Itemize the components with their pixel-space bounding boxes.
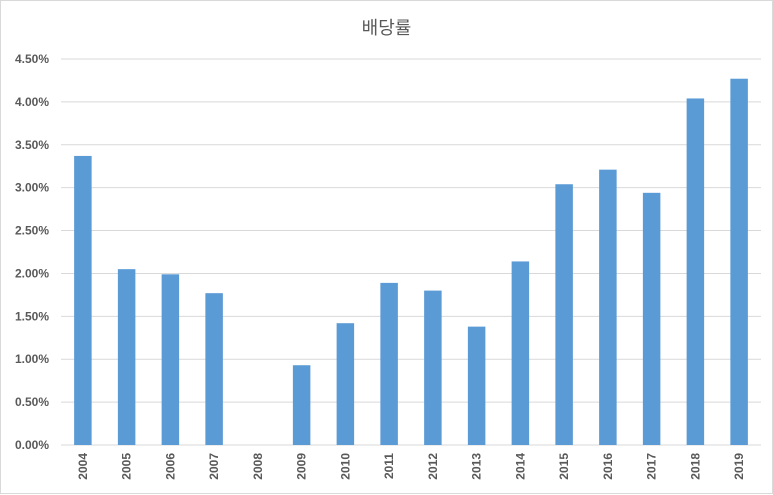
x-tick-label: 2015 bbox=[557, 453, 571, 480]
x-tick-label: 2005 bbox=[120, 453, 134, 480]
x-tick-label: 2006 bbox=[163, 453, 177, 480]
bar-2010 bbox=[336, 323, 355, 445]
x-tick-label: 2013 bbox=[470, 453, 484, 480]
x-tick-label: 2014 bbox=[513, 453, 527, 480]
y-axis-labels: 0.00% 0.50% 1.00% 1.50% 2.00% 2.50% 3.00% 3.50%… bbox=[15, 52, 49, 452]
x-tick-label: 2007 bbox=[207, 453, 221, 480]
y-tick-label: 0.00% bbox=[15, 438, 49, 452]
bar-2005 bbox=[117, 269, 136, 445]
x-tick-label: 2019 bbox=[732, 453, 746, 480]
bar-2018 bbox=[686, 98, 705, 446]
bar-2013 bbox=[467, 326, 486, 445]
bar-2006 bbox=[161, 274, 180, 445]
y-tick-label: 1.00% bbox=[15, 352, 49, 366]
x-tick-label: 2004 bbox=[76, 453, 90, 480]
y-tick-label: 3.00% bbox=[15, 181, 49, 195]
bar-2012 bbox=[424, 290, 442, 445]
y-tick-label: 4.00% bbox=[15, 95, 49, 109]
x-tick-label: 2012 bbox=[426, 453, 440, 480]
x-tick-label: 2011 bbox=[382, 453, 396, 479]
x-tick-label: 2009 bbox=[295, 453, 309, 480]
bar-2017 bbox=[642, 192, 661, 445]
y-tick-label: 3.50% bbox=[15, 138, 49, 152]
y-tick-label: 1.50% bbox=[15, 309, 49, 323]
x-axis-labels: 2004 2005 2006 2007 2008 2009 2010 2011 2012 2013… bbox=[76, 453, 746, 480]
x-tick-label: 2016 bbox=[601, 453, 615, 480]
bar-2016 bbox=[599, 169, 617, 446]
bar-2015 bbox=[555, 184, 573, 446]
x-tick-label: 2018 bbox=[688, 453, 702, 480]
bar-2011 bbox=[380, 282, 398, 445]
x-tick-label: 2010 bbox=[338, 453, 352, 480]
bar-2009 bbox=[292, 365, 311, 445]
x-tick-label: 2017 bbox=[645, 453, 659, 480]
bars bbox=[74, 78, 748, 446]
bar-2007 bbox=[205, 293, 223, 445]
y-tick-label: 2.50% bbox=[15, 224, 49, 238]
y-tick-label: 2.00% bbox=[15, 266, 49, 280]
y-tick-label: 4.50% bbox=[15, 52, 49, 66]
x-tick-label: 2008 bbox=[251, 453, 265, 480]
chart-title: 배당률 bbox=[361, 18, 412, 39]
y-tick-label: 0.50% bbox=[15, 395, 49, 409]
bar-2019 bbox=[730, 78, 748, 446]
bar-2014 bbox=[511, 261, 530, 445]
bar-2004 bbox=[74, 155, 92, 445]
